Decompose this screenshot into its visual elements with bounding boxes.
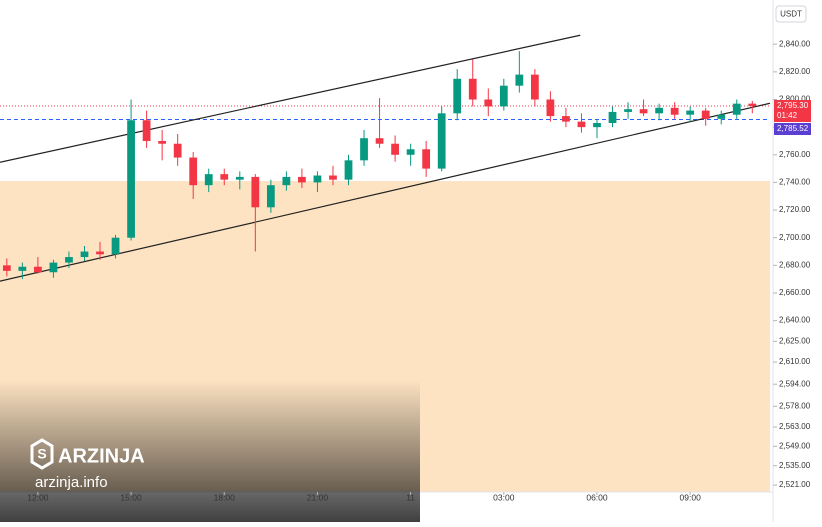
y-tick-label: 2,720.00 [779,205,811,214]
y-tick-label: 2,660.00 [779,288,811,297]
trendline [0,102,771,282]
candle-body [111,237,120,255]
candle-body [204,174,213,186]
y-tick-label: 2,800.00 [779,95,811,104]
watermark-site: arzinja.info [35,474,108,491]
candle-body [701,110,710,119]
y-tick-label: 2,625.00 [779,336,811,345]
y-tick-label: 2,521.00 [779,480,811,489]
y-tick-label: 2,563.00 [779,422,811,431]
x-tick-label: 21:00 [307,492,329,502]
y-tick-label: 2,700.00 [779,233,811,242]
candle-body [624,109,632,112]
candle-body [96,251,104,255]
avg-price-label: 2,785.52 [777,124,809,133]
candle-body [360,138,368,161]
y-tick-label: 2,840.00 [779,39,811,48]
candle-body [18,266,27,271]
candle-body [608,111,617,123]
x-tick-label: 15:00 [120,492,142,502]
candle-body [499,85,508,107]
last-price-box [774,100,811,123]
candle-body [593,123,601,128]
candle-body [530,74,539,100]
candle-body [80,251,89,258]
y-tick-label: 2,578.00 [779,401,811,410]
candle-body [437,113,446,169]
candle-body [577,121,586,128]
candle-body [251,176,260,208]
candle-body [173,143,182,158]
x-tick-label: 09:00 [680,492,702,502]
candle-body [686,110,695,115]
candle-body [282,176,291,186]
candle-body [189,157,198,186]
y-tick-label: 2,640.00 [779,316,811,325]
candle-body [34,266,42,273]
candle-body [65,257,73,263]
y-tick-label: 2,610.00 [779,357,811,366]
candle-body [468,78,477,100]
candle-body [158,140,167,144]
countdown-label: 01:42 [777,111,798,120]
candle-body [142,120,151,141]
candle-body [49,262,58,273]
candle-body [266,185,275,208]
x-tick-label: 03:00 [493,492,515,502]
x-tick-label: 18:00 [214,492,236,502]
x-tick-label: 11 [406,492,415,502]
y-tick-label: 2,740.00 [779,178,811,187]
candle-body [670,107,679,115]
candle-body [515,74,524,86]
candle-body [546,99,555,117]
candle-body [344,160,353,180]
candle-body [484,99,493,107]
candle-body [329,175,337,180]
candle-body [127,120,135,238]
avg-price-box [774,123,811,136]
watermark-logo: S [30,438,54,470]
candle-body [717,114,726,119]
last-price-label: 2,795.30 [777,101,809,110]
y-tick-label: 2,680.00 [779,260,811,269]
candle-body [2,265,11,271]
svg-text:S: S [37,446,46,462]
candle-body [375,138,384,144]
candle-body [453,78,462,114]
candle-body [639,109,648,114]
candle-body [748,103,757,107]
currency-box [775,5,807,23]
candle-body [422,149,431,169]
candle-body [313,175,322,183]
candle-body [298,176,306,183]
candle-body [732,103,741,115]
watermark-brand: ARZINJA [58,445,145,467]
currency: USDT [780,10,802,19]
y-tick-label: 2,535.00 [779,461,811,470]
watermark-shade [0,380,420,522]
candle-body [235,176,244,180]
x-tick-label: 06:00 [586,492,608,502]
y-tick-label: 2,760.00 [779,150,811,159]
x-tick-label: 12:00 [27,492,49,502]
candle-body [655,107,663,114]
candle-body [406,149,415,155]
candle-body [562,116,570,122]
candle-body [391,143,399,155]
y-tick-label: 2,549.00 [779,442,811,451]
trendline [0,34,581,163]
y-tick-label: 2,594.00 [779,379,811,388]
candle-body [220,174,229,180]
y-tick-label: 2,820.00 [779,67,811,76]
